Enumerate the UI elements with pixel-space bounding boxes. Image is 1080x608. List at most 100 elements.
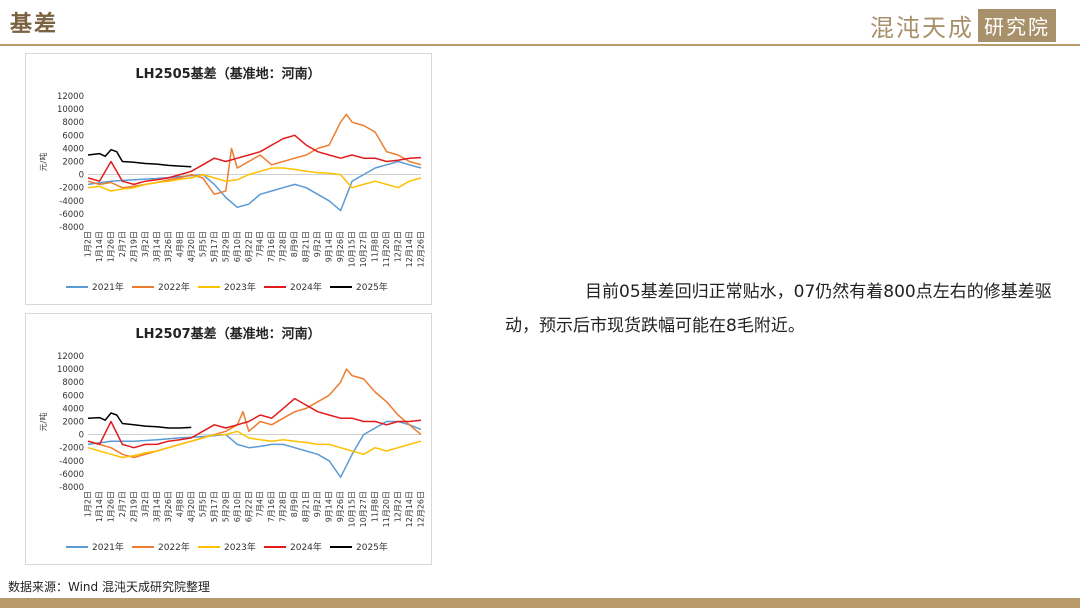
chart1-ytick-10: -8000	[59, 223, 84, 233]
chart1-xtick-4: 2月19日	[129, 231, 138, 262]
chart1-legend-label-4: 2025年	[356, 281, 388, 293]
chart2-xtick-21: 9月14日	[325, 491, 334, 522]
chart1-xtick-15: 7月4日	[256, 231, 265, 257]
chart1-xtick-27: 12月2日	[394, 231, 403, 262]
chart1-xtick-28: 12月14日	[405, 231, 414, 267]
basis-chart-lh2505: LH2505基差（基准地：河南） 元/吨 12000 10000 8000 6000 400…	[25, 53, 432, 305]
chart2-xtick-23: 10月15日	[348, 491, 357, 527]
chart1-ytick-7: -2000	[59, 184, 84, 194]
chart2-xtick-19: 8月21日	[302, 491, 311, 522]
chart2-xtick-15: 7月4日	[256, 491, 265, 517]
chart2-legend-label-1: 2022年	[158, 541, 190, 553]
chart1-xtick-26: 11月20日	[382, 231, 391, 267]
chart2-ytick-10: -8000	[59, 483, 84, 493]
header-divider	[0, 44, 1080, 46]
chart2-ytick-9: -6000	[59, 470, 84, 480]
chart1-xtick-12: 5月29日	[221, 231, 230, 262]
chart1-ytick-9: -6000	[59, 210, 84, 220]
chart2-ytick-8: -4000	[59, 457, 84, 467]
chart2-xtick-8: 4月8日	[175, 491, 184, 517]
chart2-ytick-6: 0	[79, 431, 84, 441]
chart1-xtick-7: 3月26日	[164, 231, 173, 262]
chart2-legend-label-2: 2023年	[224, 541, 256, 553]
chart1-ytick-8: -4000	[59, 197, 84, 207]
chart2-legend-label-3: 2024年	[290, 541, 322, 553]
chart2-xtick-18: 8月9日	[290, 491, 299, 517]
chart2-xtick-14: 6月22日	[244, 491, 253, 522]
chart2-xtick-27: 12月2日	[394, 491, 403, 522]
chart1-xtick-22: 9月26日	[336, 231, 345, 262]
chart1-xtick-1: 1月14日	[95, 231, 104, 262]
chart2-ytick-5: 2000	[62, 418, 84, 428]
chart2-xtick-16: 7月16日	[267, 491, 276, 522]
chart1-xtick-3: 2月7日	[118, 231, 127, 257]
chart1-xtick-0: 1月2日	[84, 231, 93, 257]
chart2-xtick-5: 3月2日	[141, 491, 150, 517]
chart2-series-2021年	[87, 420, 422, 478]
logo-box: 研究院	[978, 8, 1056, 42]
chart-svg-lh2507: LH2507基差（基准地：河南） 元/吨 12000 10000 8000 6000 400…	[38, 326, 426, 553]
chart2-xtick-20: 9月2日	[313, 491, 322, 517]
data-source: 数据来源：Wind 混沌天成研究院整理	[8, 580, 210, 594]
chart1-xtick-9: 4月20日	[187, 231, 196, 262]
chart2-ylabel: 元/吨	[38, 413, 48, 432]
chart2-xtick-29: 12月26日	[417, 491, 426, 527]
chart1-title: LH2505基差（基准地：河南）	[135, 66, 320, 82]
chart1-xtick-11: 5月17日	[210, 231, 219, 262]
chart1-xtick-21: 9月14日	[325, 231, 334, 262]
chart2-xtick-7: 3月26日	[164, 491, 173, 522]
chart1-xtick-20: 9月2日	[313, 231, 322, 257]
chart1-xtick-13: 6月10日	[233, 231, 242, 262]
chart2-xtick-17: 7月28日	[279, 491, 288, 522]
analysis-text: 目前05基差回归正常贴水，07仍然有着800点左右的修基差驱动，预示后市现货跌幅…	[505, 275, 1065, 343]
chart1-series-2025年	[87, 148, 192, 168]
chart1-series-2024年	[87, 134, 422, 186]
chart1-xtick-8: 4月8日	[175, 231, 184, 257]
chart2-series-2023年	[87, 430, 422, 459]
chart2-xtick-12: 5月29日	[221, 491, 230, 522]
chart2-xtick-28: 12月14日	[405, 491, 414, 527]
chart1-ytick-6: 0	[79, 171, 84, 181]
chart2-xtick-24: 10月27日	[359, 491, 368, 527]
chart2-xtick-0: 1月2日	[84, 491, 93, 517]
chart1-xtick-29: 12月26日	[417, 231, 426, 267]
chart1-ytick-4: 4000	[62, 144, 84, 154]
chart2-ytick-7: -2000	[59, 444, 84, 454]
chart1-xtick-2: 1月26日	[106, 231, 115, 262]
chart1-xtick-23: 10月15日	[348, 231, 357, 267]
chart2-series-2025年	[87, 412, 192, 429]
chart1-xtick-24: 10月27日	[359, 231, 368, 267]
chart1-xtick-6: 3月14日	[152, 231, 161, 262]
chart1-ytick-1: 10000	[57, 105, 84, 115]
logo-text: 混沌天成	[870, 13, 974, 42]
chart1-ytick-5: 2000	[62, 158, 84, 168]
chart1-xtick-25: 11月8日	[371, 231, 380, 262]
chart1-xtick-19: 8月21日	[302, 231, 311, 262]
chart1-xtick-18: 8月9日	[290, 231, 299, 257]
chart2-xtick-4: 2月19日	[129, 491, 138, 522]
chart1-legend-label-0: 2021年	[92, 281, 124, 293]
chart2-ytick-4: 4000	[62, 404, 84, 414]
chart1-xtick-14: 6月22日	[244, 231, 253, 262]
basis-chart-lh2507: LH2507基差（基准地：河南） 元/吨 12000 10000 8000 6000 400…	[25, 313, 432, 565]
chart2-title: LH2507基差（基准地：河南）	[135, 326, 320, 342]
chart2-xtick-26: 11月20日	[382, 491, 391, 527]
chart1-legend-label-2: 2023年	[224, 281, 256, 293]
chart1-ytick-2: 8000	[62, 118, 84, 128]
chart1-xtick-16: 7月16日	[267, 231, 276, 262]
chart1-ytick-0: 12000	[57, 92, 84, 102]
chart2-ytick-3: 6000	[62, 391, 84, 401]
chart2-xtick-11: 5月17日	[210, 491, 219, 522]
chart2-legend-label-4: 2025年	[356, 541, 388, 553]
chart1-legend-label-1: 2022年	[158, 281, 190, 293]
chart2-xtick-3: 2月7日	[118, 491, 127, 517]
chart1-ytick-3: 6000	[62, 131, 84, 141]
chart2-ytick-1: 10000	[57, 365, 84, 375]
chart2-xtick-1: 1月14日	[95, 491, 104, 522]
chart1-legend-label-3: 2024年	[290, 281, 322, 293]
chart1-xtick-17: 7月28日	[279, 231, 288, 262]
chart2-ytick-0: 12000	[57, 352, 84, 362]
chart1-series-2023年	[87, 167, 422, 192]
footer-bar	[0, 598, 1080, 608]
chart1-series-2021年	[87, 160, 422, 212]
